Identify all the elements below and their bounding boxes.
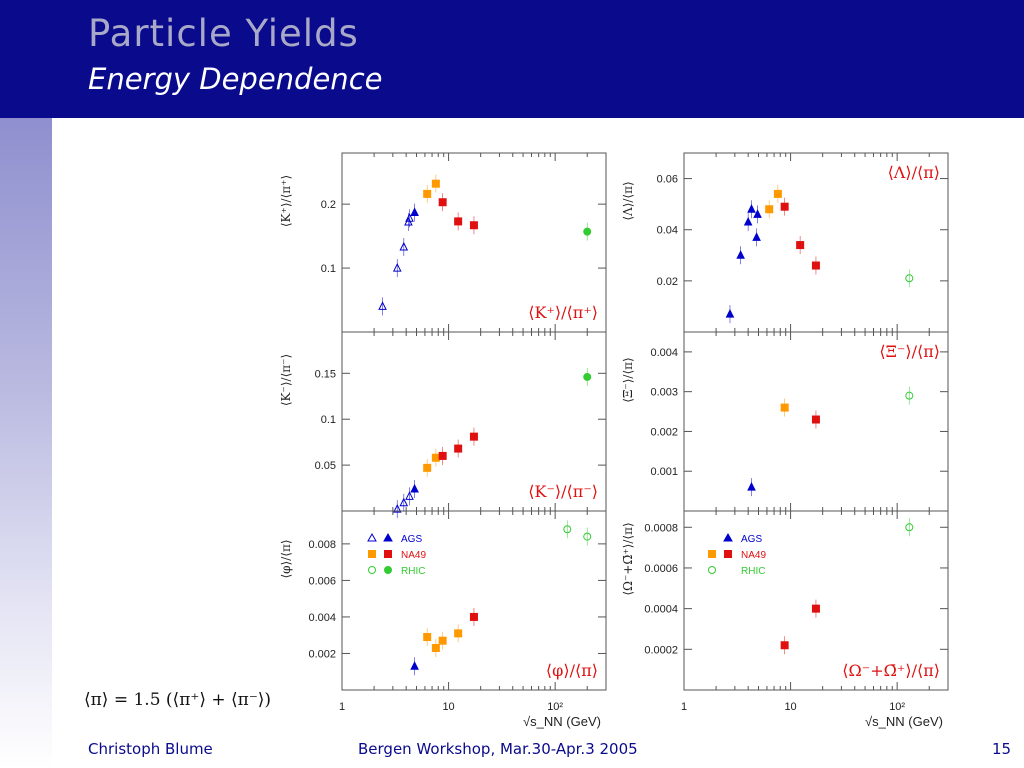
legend-na49-marker (384, 550, 392, 558)
y-tick-label: 0.003 (650, 387, 678, 399)
y-tick-label: 0.004 (308, 612, 336, 624)
legend-rhic-open-marker (708, 566, 716, 574)
x-tick-label: 10 (442, 701, 454, 713)
legend-label-na49: NA49 (741, 550, 766, 561)
x-tick-label: 1 (339, 701, 345, 713)
y-tick-label: 0.1 (321, 263, 336, 275)
panel-annotation: ⟨Λ⟩/⟨π⟩ (888, 163, 940, 182)
legend-na49-marker (724, 550, 732, 558)
legend-ags-marker (383, 532, 393, 542)
legend-rhic-open-marker (368, 566, 376, 574)
x-tick-label: 10 (784, 701, 796, 713)
y-tick-label: 0.002 (650, 426, 678, 438)
x-axis-label: √s_NN (GeV) (865, 714, 943, 729)
y-tick-label: 0.05 (315, 460, 336, 472)
panel-annotation: ⟨Ω⁻+Ω̄⁺⟩/⟨π⟩ (842, 661, 940, 680)
y-tick-label: 0.001 (650, 466, 678, 478)
y-tick-label: 0.0006 (644, 563, 678, 575)
y-axis-label: ⟨φ⟩/⟨π⟩ (279, 539, 293, 578)
y-axis-label: ⟨K⁻⟩/⟨π⁻⟩ (279, 354, 293, 406)
legend-label-rhic: RHIC (401, 566, 425, 577)
y-tick-label: 0.06 (657, 174, 678, 186)
y-tick-label: 0.15 (315, 368, 336, 380)
legend-label-ags: AGS (741, 534, 762, 545)
panel-frame-phi (341, 510, 607, 691)
footer-author: Christoph Blume (88, 740, 213, 758)
x-axis-label: √s_NN (GeV) (523, 714, 601, 729)
legend-na49-light-marker (368, 550, 376, 558)
pion-formula: ⟨π⟩ = 1.5 (⟨π⁺⟩ + ⟨π⁻⟩) (84, 690, 271, 710)
y-tick-label: 0.002 (308, 648, 336, 660)
slide-header (0, 0, 1024, 118)
panel-annotation: ⟨Ξ⁻⟩/⟨π⟩ (879, 342, 940, 361)
y-tick-label: 0.0008 (644, 522, 678, 534)
page-number: 15 (992, 740, 1012, 758)
y-axis-label: ⟨Ω⁻+Ω̄⁺⟩/⟨π⟩ (621, 522, 635, 595)
panel-annotation: ⟨K⁻⟩/⟨π⁻⟩ (528, 482, 598, 501)
y-tick-label: 0.006 (308, 575, 336, 587)
footer-event: Bergen Workshop, Mar.30-Apr.3 2005 (358, 740, 638, 758)
y-axis-label: ⟨Λ⟩/⟨π⟩ (621, 181, 635, 220)
panel-annotation: ⟨φ⟩/⟨π⟩ (546, 661, 598, 680)
legend-label-na49: NA49 (401, 550, 426, 561)
y-axis-label: ⟨Ξ⁻⟩/⟨π⟩ (621, 357, 635, 402)
x-tick-label: 1 (681, 701, 687, 713)
x-tick-label: 10² (547, 701, 563, 713)
slide-title: Particle Yields (88, 12, 359, 55)
y-tick-label: 0.02 (657, 276, 678, 288)
y-axis-label: ⟨K⁺⟩/⟨π⁺⟩ (279, 175, 293, 227)
x-tick-label: 10² (889, 701, 905, 713)
legend-ags-marker (723, 532, 733, 542)
legend-label-ags: AGS (401, 534, 422, 545)
y-tick-label: 0.04 (657, 225, 678, 237)
legend-ags-open-marker (367, 532, 377, 542)
y-tick-label: 0.0002 (644, 644, 678, 656)
y-tick-label: 0.1 (321, 414, 336, 426)
slide-subtitle: Energy Dependence (88, 62, 383, 96)
y-tick-label: 0.0004 (644, 604, 678, 616)
sidebar-gradient (0, 118, 52, 768)
y-tick-label: 0.004 (650, 347, 678, 359)
legend-na49-light-marker (708, 550, 716, 558)
y-tick-label: 0.2 (321, 199, 336, 211)
legend-label-rhic: RHIC (741, 566, 765, 577)
panel-annotation: ⟨K⁺⟩/⟨π⁺⟩ (528, 303, 598, 322)
panel-frame-omega (683, 510, 949, 691)
legend-rhic-marker (384, 566, 392, 574)
y-tick-label: 0.008 (308, 539, 336, 551)
